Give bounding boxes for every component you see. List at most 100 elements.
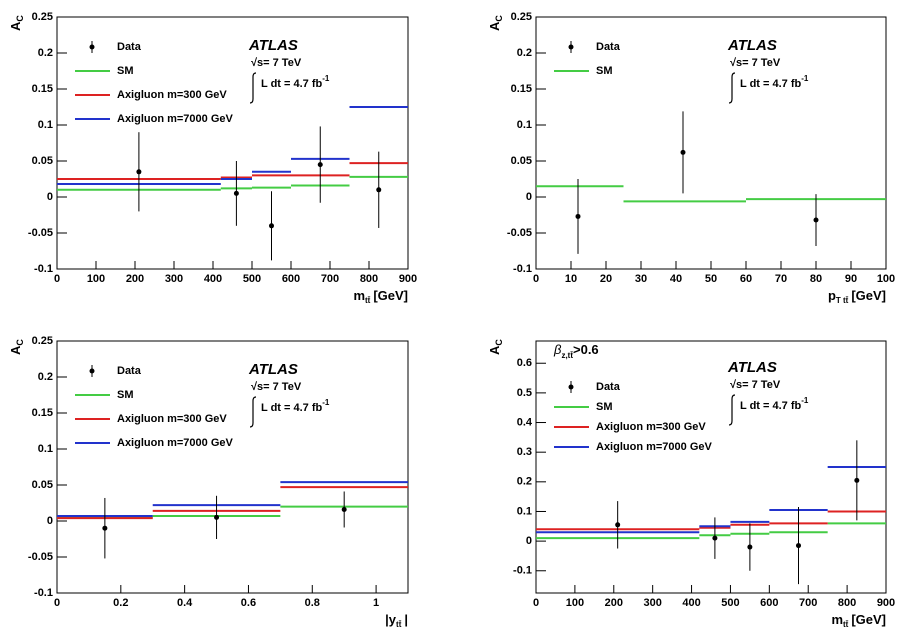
x-tick-label: 600 — [760, 597, 778, 609]
atlas-label: ATLAS — [248, 361, 298, 378]
y-tick-label: 0.4 — [517, 416, 533, 428]
data-point — [575, 213, 581, 219]
x-axis-label: mtt̄ [GeV] — [831, 612, 886, 629]
x-axis-label-unit: [GeV] — [373, 288, 408, 303]
annotation-sub: z,tt̄ — [561, 351, 573, 360]
x-tick-label: 40 — [670, 273, 682, 285]
data-point — [102, 525, 108, 531]
y-tick-label: 0.25 — [32, 335, 53, 347]
lumi-label: L dt = 4.7 fb-1 — [740, 74, 809, 90]
legend-label: Data — [117, 365, 142, 377]
x-tick-label: 100 — [566, 597, 584, 609]
lumi-label: L dt = 4.7 fb-1 — [261, 398, 330, 414]
x-axis-label-sub: tt̄ — [365, 296, 371, 305]
annotation-rest: >0.6 — [573, 342, 599, 357]
data-point — [269, 223, 274, 229]
x-axis-label-sub: T tt̄ — [836, 296, 849, 305]
x-tick-label: 30 — [635, 273, 647, 285]
y-tick-label: 0.1 — [38, 443, 53, 455]
y-tick-label: 0.1 — [38, 119, 53, 131]
legend-label: Data — [596, 381, 621, 393]
x-axis-label: mtt̄ [GeV] — [353, 288, 408, 305]
x-tick-label: 500 — [243, 273, 261, 285]
x-axis-label: |ytt̄ | — [385, 612, 408, 629]
y-tick-label: 0.2 — [517, 47, 532, 59]
x-tick-label: 800 — [838, 597, 856, 609]
lumi-text: L dt = 4.7 fb — [740, 78, 802, 90]
plot-frame — [535, 16, 887, 270]
y-tick-label: 0 — [526, 191, 532, 203]
lumi-sup: -1 — [322, 398, 330, 407]
atlas-label: ATLAS — [248, 37, 298, 54]
y-tick-label: 0.2 — [38, 47, 53, 59]
y-tick-label: 0.3 — [517, 446, 532, 458]
y-tick-label: 0 — [47, 191, 53, 203]
legend-label: Axigluon m=300 GeV — [596, 421, 706, 433]
x-tick-label: 900 — [399, 273, 417, 285]
y-tick-label: 0.5 — [517, 387, 532, 399]
integral-sign — [249, 72, 257, 104]
data-point — [376, 187, 382, 193]
x-axis-label-unit: [GeV] — [851, 288, 886, 303]
y-axis-label: AC — [8, 339, 25, 355]
data-point — [813, 217, 819, 223]
y-axis-label-sub: C — [494, 339, 504, 346]
legend-marker — [89, 44, 95, 50]
x-tick-label: 0.2 — [113, 597, 128, 609]
y-tick-label: 0.05 — [511, 155, 532, 167]
x-axis-label-main: m — [353, 288, 365, 303]
x-tick-label: 400 — [204, 273, 222, 285]
legend-label: SM — [596, 401, 613, 413]
y-tick-label: -0.1 — [34, 263, 53, 275]
x-tick-label: 200 — [605, 597, 623, 609]
x-axis-label-sub: tt̄ — [843, 620, 849, 629]
lumi-text: L dt = 4.7 fb — [740, 400, 802, 412]
atlas-label: ATLAS — [727, 37, 777, 54]
x-tick-label: 100 — [87, 273, 105, 285]
energy-label: √s= 7 TeV — [730, 379, 781, 391]
lumi-sup: -1 — [801, 74, 809, 83]
x-axis-label-main: m — [831, 612, 843, 627]
x-axis-label: pT tt̄ [GeV] — [828, 288, 886, 305]
y-tick-label: -0.1 — [34, 587, 53, 599]
y-tick-label: -0.05 — [28, 227, 53, 239]
y-tick-label: 0.25 — [32, 11, 53, 23]
y-tick-label: 0.2 — [38, 371, 53, 383]
data-point — [747, 544, 753, 550]
x-tick-label: 300 — [165, 273, 183, 285]
y-axis-label: AC — [8, 15, 25, 31]
lumi-label: L dt = 4.7 fb-1 — [261, 74, 330, 90]
x-tick-label: 0 — [533, 273, 539, 285]
x-tick-label: 200 — [126, 273, 144, 285]
y-tick-label: 0.15 — [511, 83, 532, 95]
x-axis-label-main: p — [828, 288, 836, 303]
legend-marker — [568, 384, 574, 390]
lumi-sup: -1 — [322, 74, 330, 83]
y-tick-label: 0.15 — [32, 407, 53, 419]
y-axis-label-main: A — [8, 345, 23, 355]
lumi-sup: -1 — [801, 396, 809, 405]
energy-label: √s= 7 TeV — [730, 57, 781, 69]
x-tick-label: 700 — [321, 273, 339, 285]
y-tick-label: 0.1 — [517, 119, 532, 131]
y-tick-label: 0 — [526, 535, 532, 547]
annotation-main: β — [553, 342, 562, 357]
legend-marker — [89, 368, 95, 374]
x-tick-label: 600 — [282, 273, 300, 285]
data-point — [796, 543, 801, 549]
integral-sign — [728, 394, 736, 426]
legend-label: Axigluon m=300 GeV — [117, 89, 227, 101]
x-tick-label: 60 — [740, 273, 752, 285]
y-axis-label: AC — [487, 339, 504, 355]
y-axis-label-sub: C — [494, 15, 504, 22]
x-tick-label: 0.4 — [177, 597, 193, 609]
y-tick-label: 0.05 — [32, 479, 53, 491]
y-tick-label: 0.6 — [517, 357, 532, 369]
annotation: βz,tt̄>0.6 — [553, 342, 599, 360]
x-tick-label: 70 — [775, 273, 787, 285]
lumi-label: L dt = 4.7 fb-1 — [740, 396, 809, 412]
data-point — [317, 162, 323, 168]
legend-label: Axigluon m=7000 GeV — [596, 441, 713, 453]
y-axis-label-main: A — [487, 345, 502, 355]
